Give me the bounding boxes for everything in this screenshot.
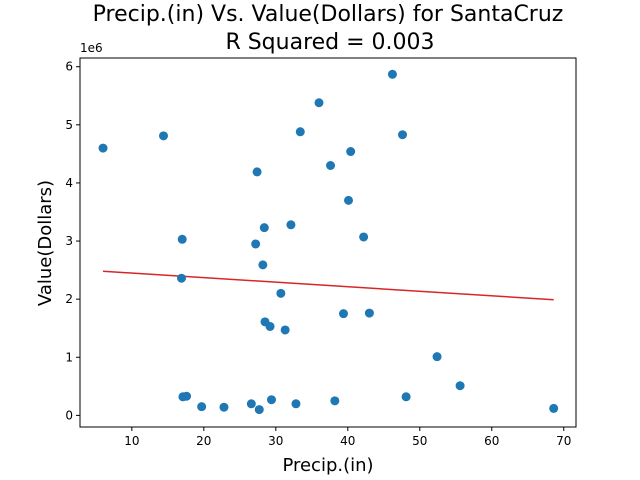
y-tick-label: 5 (65, 118, 73, 132)
data-point (388, 70, 397, 79)
plot-background (80, 58, 576, 427)
data-point (344, 196, 353, 205)
x-tick-label: 20 (196, 434, 211, 448)
data-point (219, 403, 228, 412)
data-point (365, 309, 374, 318)
data-point (197, 402, 206, 411)
data-point (255, 405, 264, 414)
data-point (258, 260, 267, 269)
y-offset-label: 1e6 (80, 41, 103, 55)
data-point (247, 399, 256, 408)
data-point (182, 392, 191, 401)
x-tick-label: 60 (484, 434, 499, 448)
y-tick-label: 6 (65, 60, 73, 74)
data-point (281, 325, 290, 334)
data-point (330, 396, 339, 405)
data-point (402, 392, 411, 401)
data-point (266, 322, 275, 331)
y-tick-label: 3 (65, 234, 73, 248)
x-tick-label: 40 (340, 434, 355, 448)
data-point (326, 161, 335, 170)
chart-subtitle: R Squared = 0.003 (225, 30, 434, 55)
y-tick-label: 1 (65, 350, 73, 364)
x-tick-label: 30 (268, 434, 283, 448)
y-axis-label: Value(Dollars) (35, 180, 56, 306)
data-point (276, 289, 285, 298)
data-point (315, 98, 324, 107)
y-tick-label: 2 (65, 292, 73, 306)
chart-title: Precip.(in) Vs. Value(Dollars) for Santa… (93, 2, 564, 27)
data-point (159, 131, 168, 140)
data-point (99, 144, 108, 153)
data-point (253, 167, 262, 176)
data-point (178, 235, 187, 244)
data-point (359, 232, 368, 241)
data-point (346, 147, 355, 156)
data-point (286, 220, 295, 229)
data-point (291, 399, 300, 408)
data-point (267, 395, 276, 404)
data-point (251, 239, 260, 248)
x-axis-label: Precip.(in) (282, 455, 373, 476)
data-point (456, 381, 465, 390)
y-tick-label: 0 (65, 408, 73, 422)
data-point (260, 223, 269, 232)
data-point (339, 309, 348, 318)
y-tick-label: 4 (65, 176, 73, 190)
data-point (433, 352, 442, 361)
x-tick-label: 70 (556, 434, 571, 448)
data-point (398, 130, 407, 139)
plot-area (80, 58, 576, 427)
data-point (296, 127, 305, 136)
data-point (549, 404, 558, 413)
x-tick-label: 10 (124, 434, 139, 448)
x-tick-label: 50 (412, 434, 427, 448)
data-point (177, 274, 186, 283)
